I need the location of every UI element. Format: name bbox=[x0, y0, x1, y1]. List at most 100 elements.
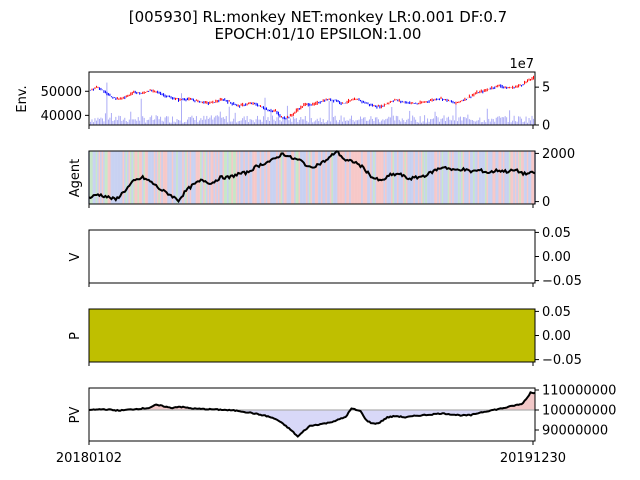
action-shade bbox=[379, 151, 381, 204]
action-shade bbox=[362, 151, 365, 204]
action-shade bbox=[204, 151, 207, 204]
action-shade bbox=[112, 151, 114, 204]
action-shade bbox=[434, 151, 436, 204]
action-shade bbox=[298, 151, 301, 204]
action-shade bbox=[247, 151, 250, 204]
action-shade bbox=[156, 151, 159, 204]
action-shade bbox=[326, 151, 329, 204]
action-shade bbox=[519, 151, 521, 204]
action-shade bbox=[115, 151, 117, 204]
action-shade bbox=[97, 151, 99, 204]
action-shade bbox=[243, 151, 246, 204]
action-shade bbox=[98, 151, 101, 204]
action-shade bbox=[147, 151, 150, 204]
action-shade bbox=[305, 151, 308, 204]
action-shade bbox=[240, 151, 243, 204]
action-shade bbox=[447, 151, 450, 204]
action-shade bbox=[180, 151, 183, 204]
action-shade bbox=[162, 151, 165, 204]
action-shade bbox=[249, 151, 251, 204]
action-shade bbox=[107, 151, 110, 204]
action-shade bbox=[159, 151, 162, 204]
action-shade bbox=[200, 151, 202, 204]
agent-action-shading bbox=[88, 151, 536, 204]
action-shade bbox=[203, 151, 205, 204]
action-shade bbox=[237, 151, 240, 204]
value-ylabel: V bbox=[68, 252, 83, 261]
action-shade bbox=[304, 151, 307, 204]
action-shade bbox=[344, 151, 347, 204]
action-shade bbox=[311, 151, 314, 204]
action-shade bbox=[456, 151, 459, 204]
action-shade bbox=[168, 151, 171, 204]
action-shade bbox=[490, 151, 493, 204]
action-shade bbox=[335, 151, 338, 204]
action-shade bbox=[149, 151, 152, 204]
action-shade bbox=[425, 151, 428, 204]
action-shade bbox=[388, 151, 390, 204]
action-shade bbox=[103, 151, 105, 204]
action-shade bbox=[182, 151, 184, 204]
action-shade bbox=[504, 151, 507, 204]
action-shade bbox=[192, 151, 195, 204]
action-shade bbox=[183, 151, 186, 204]
action-shade bbox=[471, 151, 474, 204]
y-tick-label: 0.05 bbox=[542, 305, 571, 320]
action-shade bbox=[314, 151, 317, 204]
action-shade bbox=[458, 151, 460, 204]
y-tick-label: 0.00 bbox=[542, 329, 571, 344]
action-shade bbox=[277, 151, 280, 204]
pv-x-ticks bbox=[88, 441, 534, 445]
action-shade bbox=[195, 151, 198, 204]
action-shade bbox=[323, 151, 326, 204]
action-shade bbox=[319, 151, 322, 204]
action-shade bbox=[479, 151, 481, 204]
action-shade bbox=[252, 151, 254, 204]
y-tick-label: 100000000 bbox=[542, 404, 616, 419]
action-shade bbox=[313, 151, 316, 204]
action-shade bbox=[517, 151, 520, 204]
action-shade bbox=[255, 151, 257, 204]
policy-x-ticks bbox=[88, 362, 534, 366]
action-shade bbox=[453, 151, 456, 204]
action-shade bbox=[286, 151, 289, 204]
action-shade bbox=[291, 151, 293, 204]
action-shade bbox=[132, 151, 135, 204]
agent-holdings-line bbox=[88, 150, 536, 204]
action-shade bbox=[129, 151, 132, 204]
action-shade bbox=[125, 151, 128, 204]
action-shade bbox=[365, 151, 368, 204]
action-shade bbox=[234, 151, 237, 204]
action-shade bbox=[361, 151, 363, 204]
y-tick-label: 0.00 bbox=[542, 250, 571, 265]
action-shade bbox=[94, 151, 96, 204]
action-shade bbox=[402, 151, 405, 204]
action-shade bbox=[113, 151, 116, 204]
action-shade bbox=[250, 151, 253, 204]
action-shade bbox=[289, 151, 292, 204]
pv-gain-area bbox=[89, 392, 535, 410]
action-shade bbox=[526, 151, 529, 204]
agent-panel: 2000 0 Agent bbox=[68, 147, 575, 210]
action-shade bbox=[495, 151, 498, 204]
action-shade bbox=[496, 151, 499, 204]
action-shade bbox=[152, 151, 155, 204]
pv-frame bbox=[88, 387, 536, 442]
action-shade bbox=[244, 151, 247, 204]
action-shade bbox=[352, 151, 354, 204]
env-volume-axis: 50 bbox=[535, 81, 550, 134]
action-shade bbox=[364, 151, 366, 204]
action-shade bbox=[273, 151, 275, 204]
action-shade bbox=[258, 151, 260, 204]
env-volume-offset: 1e7 bbox=[509, 57, 534, 72]
y-tick-label: 40000 bbox=[41, 109, 82, 124]
action-shade bbox=[264, 151, 266, 204]
action-shade bbox=[170, 151, 172, 204]
action-shade bbox=[446, 151, 448, 204]
action-shade bbox=[301, 151, 304, 204]
env-volume-bars bbox=[88, 82, 536, 125]
action-shade bbox=[508, 151, 511, 204]
agent-x-ticks bbox=[88, 204, 534, 208]
action-shade bbox=[449, 151, 451, 204]
pv-line bbox=[88, 391, 536, 438]
